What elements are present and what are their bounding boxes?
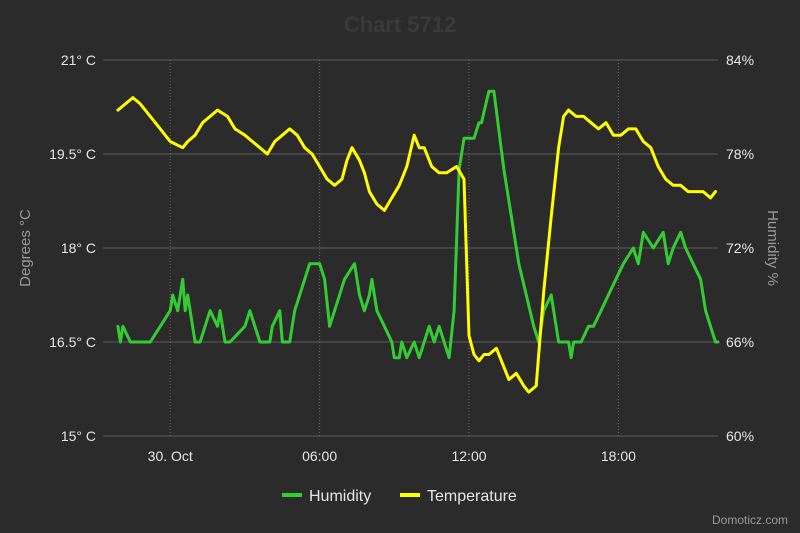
x-tick-label: 12:00 [451,448,486,464]
y-left-tick-label: 21° C [61,52,96,68]
legend-label-temperature: Temperature [427,488,517,505]
y-right-tick-label: 72% [726,240,754,256]
series-line-humidity[interactable] [116,89,720,360]
y-left-tick-label: 19.5° C [49,146,96,162]
credit-link[interactable]: Domoticz.com [712,513,788,527]
series-line-temperature[interactable] [116,96,717,394]
y-axis-left-label: Degrees °C [17,209,34,287]
y-right-tick-label: 84% [726,52,754,68]
grid [103,59,718,437]
y-right-tick-label: 78% [726,146,754,162]
y-right-tick-label: 66% [726,334,754,350]
legend-item-temperature[interactable]: Temperature [400,488,517,505]
y-axis-right-label: Humidity % [764,210,781,286]
legend-item-humidity[interactable]: Humidity [282,488,371,505]
x-tick-label: 18:00 [601,448,636,464]
y-left-tick-label: 18° C [61,240,96,256]
y-right-tick-label: 60% [726,428,754,444]
axis-ticks: 21° C 19.5° C 18° C 16.5° C 15° C 84% 78% 72% 66… [49,52,754,464]
legend-label-humidity: Humidity [309,488,371,505]
chart-title: Chart 5712 [344,12,457,37]
series-group [116,89,720,394]
y-left-tick-label: 16.5° C [49,334,96,350]
x-tick-label: 06:00 [302,448,337,464]
y-left-tick-label: 15° C [61,428,96,444]
x-tick-label: 30. Oct [148,448,193,464]
legend[interactable]: Humidity Temperature [282,488,517,505]
